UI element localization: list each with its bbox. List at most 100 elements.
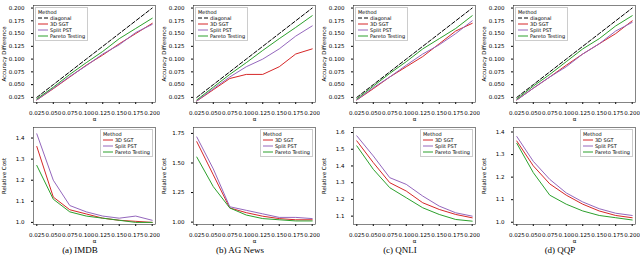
svg-text:0.150: 0.150 <box>271 232 287 238</box>
svg-text:0.025: 0.025 <box>29 232 45 238</box>
svg-text:1.4: 1.4 <box>336 163 345 169</box>
svg-text:α: α <box>573 238 577 244</box>
svg-text:1.3: 1.3 <box>496 151 505 157</box>
svg-text:0.050: 0.050 <box>365 232 381 238</box>
svg-text:0.075: 0.075 <box>62 232 78 238</box>
svg-text:0.200: 0.200 <box>9 5 25 11</box>
svg-text:1.00: 1.00 <box>172 219 185 225</box>
svg-text:0.025: 0.025 <box>509 110 525 116</box>
svg-text:1.0: 1.0 <box>496 219 505 225</box>
svg-text:0.200: 0.200 <box>329 5 345 11</box>
svg-text:0.200: 0.200 <box>144 110 160 116</box>
svg-text:1.1: 1.1 <box>496 196 505 202</box>
svg-text:0.050: 0.050 <box>329 81 345 87</box>
svg-text:0.175: 0.175 <box>288 232 304 238</box>
svg-text:0.200: 0.200 <box>304 110 320 116</box>
svg-text:0.075: 0.075 <box>489 69 505 75</box>
svg-text:1.25: 1.25 <box>172 189 185 195</box>
svg-text:0.075: 0.075 <box>382 110 398 116</box>
svg-text:0.200: 0.200 <box>464 110 480 116</box>
svg-text:0.175: 0.175 <box>9 18 25 24</box>
svg-text:0.025: 0.025 <box>349 232 365 238</box>
svg-text:0.025: 0.025 <box>189 110 205 116</box>
svg-text:0.075: 0.075 <box>62 110 78 116</box>
svg-text:0.025: 0.025 <box>169 94 185 100</box>
svg-text:0.075: 0.075 <box>329 69 345 75</box>
svg-text:Relative Cost: Relative Cost <box>321 157 327 194</box>
svg-text:0.125: 0.125 <box>329 43 345 49</box>
svg-text:0.175: 0.175 <box>608 232 624 238</box>
svg-text:0.025: 0.025 <box>9 94 25 100</box>
svg-text:Relative Cost: Relative Cost <box>481 157 487 194</box>
svg-text:0.125: 0.125 <box>575 232 591 238</box>
svg-text:0.125: 0.125 <box>9 43 25 49</box>
svg-text:1.2: 1.2 <box>336 196 345 202</box>
svg-text:0.050: 0.050 <box>489 81 505 87</box>
svg-text:0.175: 0.175 <box>608 110 624 116</box>
svg-text:0.050: 0.050 <box>45 110 61 116</box>
svg-text:0.150: 0.150 <box>271 110 287 116</box>
svg-text:0.200: 0.200 <box>624 232 640 238</box>
svg-text:0.100: 0.100 <box>329 56 345 62</box>
svg-text:0.150: 0.150 <box>111 110 127 116</box>
svg-text:Accuracy Difference: Accuracy Difference <box>321 26 328 82</box>
svg-text:0.050: 0.050 <box>365 110 381 116</box>
svg-text:0.075: 0.075 <box>222 110 238 116</box>
svg-text:0.050: 0.050 <box>205 232 221 238</box>
svg-text:0.200: 0.200 <box>464 232 480 238</box>
svg-text:0.100: 0.100 <box>169 56 185 62</box>
svg-text:0.175: 0.175 <box>448 232 464 238</box>
svg-text:1.4: 1.4 <box>496 129 505 135</box>
svg-text:1.50: 1.50 <box>172 160 185 166</box>
svg-text:0.200: 0.200 <box>304 232 320 238</box>
svg-text:α: α <box>413 116 417 122</box>
svg-text:0.025: 0.025 <box>329 94 345 100</box>
svg-text:0.125: 0.125 <box>95 110 111 116</box>
svg-text:1.2: 1.2 <box>496 174 505 180</box>
svg-text:1.2: 1.2 <box>16 177 25 183</box>
svg-text:0.075: 0.075 <box>382 232 398 238</box>
svg-text:0.125: 0.125 <box>415 232 431 238</box>
svg-text:0.125: 0.125 <box>415 110 431 116</box>
svg-text:0.050: 0.050 <box>525 110 541 116</box>
svg-text:0.200: 0.200 <box>489 5 505 11</box>
svg-text:0.200: 0.200 <box>144 232 160 238</box>
svg-text:0.025: 0.025 <box>509 232 525 238</box>
svg-text:0.175: 0.175 <box>169 18 185 24</box>
svg-text:1.75: 1.75 <box>172 130 185 136</box>
svg-text:0.025: 0.025 <box>489 94 505 100</box>
svg-text:0.125: 0.125 <box>575 110 591 116</box>
svg-text:α: α <box>253 238 257 244</box>
svg-text:0.150: 0.150 <box>591 232 607 238</box>
svg-text:0.125: 0.125 <box>169 43 185 49</box>
svg-text:0.175: 0.175 <box>128 110 144 116</box>
svg-text:0.050: 0.050 <box>205 110 221 116</box>
svg-text:0.025: 0.025 <box>349 110 365 116</box>
svg-text:0.075: 0.075 <box>169 69 185 75</box>
svg-text:0.150: 0.150 <box>329 30 345 36</box>
svg-text:0.200: 0.200 <box>624 110 640 116</box>
svg-text:Accuracy Difference: Accuracy Difference <box>481 26 488 82</box>
svg-text:0.150: 0.150 <box>111 232 127 238</box>
svg-text:Relative Cost: Relative Cost <box>1 157 7 194</box>
svg-text:0.150: 0.150 <box>169 30 185 36</box>
svg-text:0.075: 0.075 <box>542 110 558 116</box>
svg-text:α: α <box>413 238 417 244</box>
svg-text:0.050: 0.050 <box>45 232 61 238</box>
svg-text:0.125: 0.125 <box>255 110 271 116</box>
svg-text:0.150: 0.150 <box>431 232 447 238</box>
svg-text:1.0: 1.0 <box>16 219 25 225</box>
svg-text:0.025: 0.025 <box>189 232 205 238</box>
svg-text:0.175: 0.175 <box>329 18 345 24</box>
svg-text:α: α <box>253 116 257 122</box>
svg-text:0.100: 0.100 <box>9 56 25 62</box>
svg-text:0.150: 0.150 <box>9 30 25 36</box>
svg-text:0.175: 0.175 <box>288 110 304 116</box>
svg-text:0.150: 0.150 <box>489 30 505 36</box>
svg-text:α: α <box>93 116 97 122</box>
svg-text:Accuracy Difference: Accuracy Difference <box>1 26 8 82</box>
svg-text:0.075: 0.075 <box>9 69 25 75</box>
svg-text:1.5: 1.5 <box>336 146 345 152</box>
svg-text:1.4: 1.4 <box>16 135 25 141</box>
svg-text:1.3: 1.3 <box>336 179 345 185</box>
